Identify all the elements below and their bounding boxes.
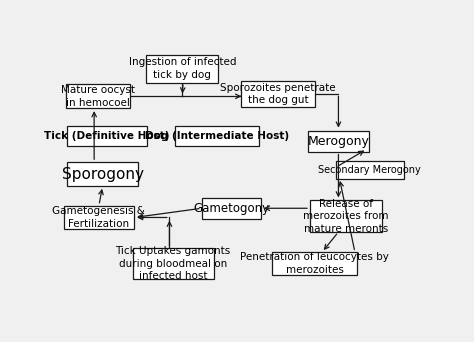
Text: Tick (Definitive Host): Tick (Definitive Host) (44, 131, 170, 141)
FancyBboxPatch shape (310, 200, 382, 232)
FancyBboxPatch shape (272, 252, 357, 275)
FancyBboxPatch shape (175, 126, 259, 146)
Text: Gametogony: Gametogony (193, 202, 269, 215)
FancyBboxPatch shape (336, 161, 404, 179)
FancyBboxPatch shape (64, 206, 134, 229)
FancyBboxPatch shape (67, 162, 138, 186)
FancyBboxPatch shape (308, 131, 369, 152)
FancyBboxPatch shape (202, 198, 261, 219)
Text: Tick Uptakes gamonts
during bloodmeal on
infected host: Tick Uptakes gamonts during bloodmeal on… (116, 246, 231, 281)
Text: Gametogenesis &
Fertilization: Gametogenesis & Fertilization (53, 206, 146, 229)
Text: Penetration of leucocytes by
merozoites: Penetration of leucocytes by merozoites (240, 252, 389, 275)
Text: Ingestion of infected
tick by dog: Ingestion of infected tick by dog (128, 57, 236, 80)
FancyBboxPatch shape (133, 248, 213, 279)
FancyBboxPatch shape (146, 55, 218, 82)
FancyBboxPatch shape (66, 84, 130, 108)
Text: Sporogony: Sporogony (62, 167, 144, 182)
Text: Dog (Intermediate Host): Dog (Intermediate Host) (145, 131, 289, 141)
Text: Sporozoites penetrate
the dog gut: Sporozoites penetrate the dog gut (220, 82, 336, 105)
Text: Secondary Merogony: Secondary Merogony (318, 165, 421, 175)
FancyBboxPatch shape (66, 126, 147, 146)
FancyBboxPatch shape (241, 81, 315, 107)
Text: Release of
merozoites from
mature meronts: Release of merozoites from mature meront… (303, 199, 389, 234)
Text: Mature oocyst
in hemocoel: Mature oocyst in hemocoel (61, 85, 135, 107)
Text: Merogony: Merogony (308, 135, 369, 148)
